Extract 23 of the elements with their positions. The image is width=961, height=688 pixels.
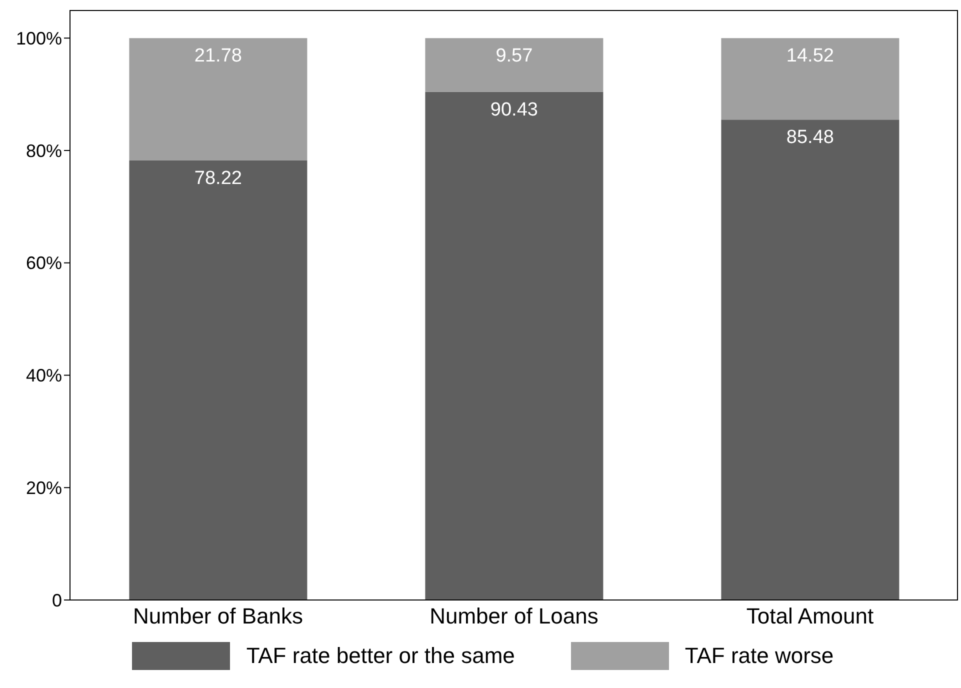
data-label: 85.48 xyxy=(786,127,834,148)
y-tick-label: 60% xyxy=(26,253,62,274)
legend-label: TAF rate better or the same xyxy=(246,643,515,669)
x-tick-label: Number of Banks xyxy=(133,604,303,629)
y-tick-label: 0 xyxy=(52,590,62,610)
x-tick-label: Number of Loans xyxy=(430,604,598,629)
bar xyxy=(425,38,604,92)
bar xyxy=(721,120,900,600)
bar xyxy=(425,92,604,600)
bar xyxy=(129,38,308,160)
data-label: 14.52 xyxy=(786,46,834,67)
x-tick-label: Total Amount xyxy=(746,604,874,629)
y-tick-label: 80% xyxy=(26,140,62,161)
y-tick-label: 20% xyxy=(26,478,62,498)
data-label: 21.78 xyxy=(194,46,242,67)
data-label: 9.57 xyxy=(496,46,533,67)
y-tick-label: 40% xyxy=(26,366,62,386)
legend-label: TAF rate worse xyxy=(684,643,834,669)
data-label: 78.22 xyxy=(194,168,242,189)
bar xyxy=(129,160,308,600)
y-tick-label: 100% xyxy=(16,28,62,48)
data-label: 90.43 xyxy=(490,99,538,120)
bar xyxy=(721,38,900,120)
